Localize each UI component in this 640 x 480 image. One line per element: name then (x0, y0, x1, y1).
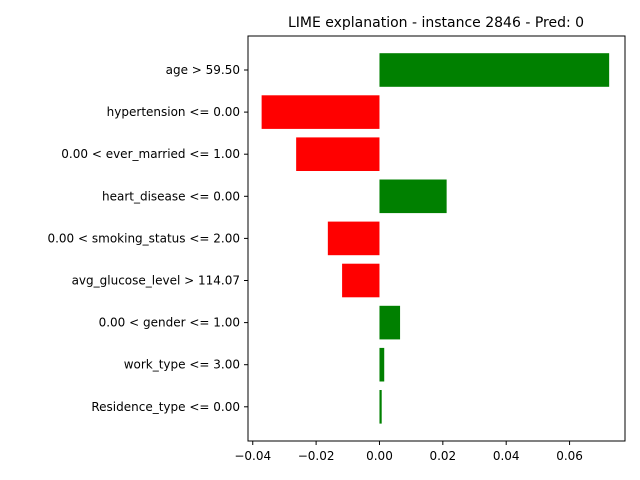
y-tick-labels: age > 59.50 hypertension <= 0.00 0.00 < ev… (47, 63, 248, 414)
y-tick-label: hypertension <= 0.00 (107, 105, 240, 119)
plot-frame (247, 35, 626, 442)
bar (379, 53, 610, 87)
bar (327, 221, 380, 256)
bar (379, 390, 382, 424)
y-tick-label: heart_disease <= 0.00 (102, 189, 240, 203)
bars-group (261, 53, 610, 424)
bar (379, 347, 385, 382)
x-tick-label: 0.06 (556, 449, 583, 463)
y-tick-label: 0.00 < ever_married <= 1.00 (61, 147, 240, 161)
y-tick-label: Residence_type <= 0.00 (91, 400, 240, 414)
bar (379, 305, 401, 340)
y-tick-label: 0.00 < gender <= 1.00 (99, 316, 240, 330)
bar (296, 137, 380, 171)
chart-title: LIME explanation - instance 2846 - Pred:… (288, 15, 584, 31)
x-tick-label: −0.04 (234, 449, 271, 463)
y-tick-label: work_type <= 3.00 (124, 358, 240, 372)
x-tick-labels: −0.04 −0.02 0.00 0.02 0.04 0.06 (234, 441, 583, 463)
x-tick-label: −0.02 (298, 449, 335, 463)
bar (261, 95, 380, 129)
y-tick-label: 0.00 < smoking_status <= 2.00 (47, 231, 240, 245)
x-tick-label: 0.02 (429, 449, 456, 463)
x-tick-label: 0.00 (366, 449, 393, 463)
bar (342, 263, 380, 298)
y-tick-label: avg_glucose_level > 114.07 (72, 274, 240, 288)
y-tick-label: age > 59.50 (166, 63, 240, 77)
x-tick-label: 0.04 (493, 449, 520, 463)
bar (379, 179, 447, 214)
